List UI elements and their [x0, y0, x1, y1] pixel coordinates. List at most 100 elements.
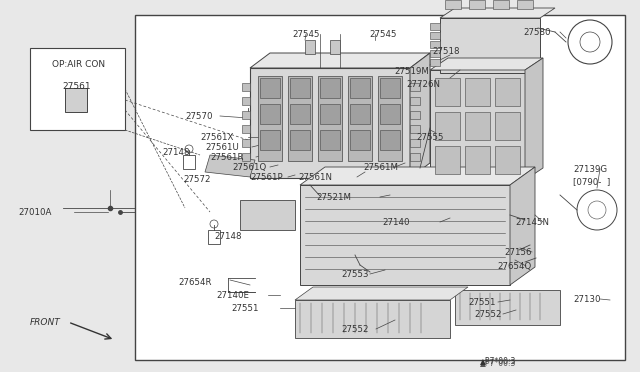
Bar	[348, 76, 372, 161]
Bar	[135, 15, 625, 360]
Bar	[410, 139, 420, 147]
Bar	[320, 78, 340, 98]
Bar	[305, 40, 315, 54]
Bar	[242, 111, 250, 119]
Bar	[350, 104, 370, 124]
Text: 27139G: 27139G	[573, 165, 607, 174]
Text: OP:AIR CON: OP:AIR CON	[52, 60, 105, 69]
Text: 27572: 27572	[183, 175, 211, 184]
Polygon shape	[300, 167, 535, 185]
Bar	[290, 130, 310, 150]
Bar	[430, 59, 440, 66]
Bar	[350, 130, 370, 150]
Bar	[455, 290, 560, 325]
Text: 27561N: 27561N	[298, 173, 332, 182]
Bar	[435, 112, 460, 140]
Text: 27654R: 27654R	[178, 278, 211, 287]
Bar	[242, 125, 250, 133]
Bar	[380, 130, 400, 150]
Bar	[410, 153, 420, 161]
Bar	[260, 104, 280, 124]
Text: 27552: 27552	[474, 310, 502, 319]
Text: ▲P7*00:3: ▲P7*00:3	[480, 356, 516, 365]
Text: 27545: 27545	[369, 30, 397, 39]
Text: 27148: 27148	[162, 148, 189, 157]
Bar	[295, 300, 450, 338]
Bar	[380, 78, 400, 98]
Bar	[250, 68, 410, 178]
Bar	[288, 76, 312, 161]
Polygon shape	[250, 53, 430, 68]
Text: 27561: 27561	[62, 82, 91, 91]
Bar	[469, 0, 485, 9]
Bar	[410, 125, 420, 133]
Text: 27145N: 27145N	[515, 218, 549, 227]
Text: 27521M: 27521M	[316, 193, 351, 202]
Bar	[258, 76, 282, 161]
Bar	[445, 0, 461, 9]
Bar	[378, 76, 402, 161]
Bar	[435, 146, 460, 174]
Bar	[260, 130, 280, 150]
Bar	[410, 97, 420, 105]
Bar	[320, 104, 340, 124]
Text: 27010A: 27010A	[18, 208, 51, 217]
Text: 27553: 27553	[341, 270, 369, 279]
Bar	[30, 48, 125, 130]
Bar	[465, 112, 490, 140]
Bar	[242, 139, 250, 147]
Bar	[183, 155, 195, 169]
Bar	[242, 97, 250, 105]
Text: ▲P7*00:3: ▲P7*00:3	[480, 358, 516, 367]
Text: 27561M: 27561M	[363, 163, 398, 172]
Text: 27580: 27580	[523, 28, 550, 37]
Text: 27140: 27140	[382, 218, 410, 227]
Text: 27551: 27551	[468, 298, 495, 307]
Text: 27551: 27551	[231, 304, 259, 313]
Text: 27561Q: 27561Q	[232, 163, 266, 172]
Polygon shape	[295, 287, 468, 300]
Text: 27561P: 27561P	[250, 173, 283, 182]
Bar	[430, 41, 440, 48]
Polygon shape	[410, 53, 430, 178]
Bar	[430, 32, 440, 39]
Text: 27545: 27545	[292, 30, 319, 39]
Text: [0790-  ]: [0790- ]	[573, 177, 611, 186]
Bar	[350, 78, 370, 98]
Bar	[290, 78, 310, 98]
Bar	[380, 104, 400, 124]
Text: 27561X: 27561X	[200, 133, 234, 142]
Text: 27555: 27555	[416, 133, 444, 142]
Bar	[465, 78, 490, 106]
Polygon shape	[510, 167, 535, 285]
Bar	[517, 0, 533, 9]
Text: 27130: 27130	[573, 295, 600, 304]
Bar	[330, 40, 340, 54]
Text: 27561U: 27561U	[205, 143, 239, 152]
Polygon shape	[205, 155, 255, 177]
Bar	[440, 18, 540, 73]
Text: 27726N: 27726N	[406, 80, 440, 89]
Text: 27552: 27552	[341, 325, 369, 334]
Bar	[495, 78, 520, 106]
Bar	[435, 78, 460, 106]
Text: 27140E: 27140E	[216, 291, 249, 300]
Bar	[320, 130, 340, 150]
Polygon shape	[430, 58, 543, 70]
Bar	[242, 153, 250, 161]
Text: 27156: 27156	[504, 248, 531, 257]
Text: 27654Q: 27654Q	[497, 262, 531, 271]
Text: 27570: 27570	[185, 112, 212, 121]
Bar	[495, 112, 520, 140]
Text: 27518: 27518	[432, 47, 460, 56]
Bar	[242, 83, 250, 91]
Text: FRONT: FRONT	[30, 318, 61, 327]
Bar	[430, 70, 525, 180]
Text: 27561R: 27561R	[210, 153, 243, 162]
Bar	[493, 0, 509, 9]
Bar	[430, 23, 440, 30]
Bar	[410, 83, 420, 91]
Bar	[430, 50, 440, 57]
Bar	[495, 146, 520, 174]
Bar	[318, 76, 342, 161]
